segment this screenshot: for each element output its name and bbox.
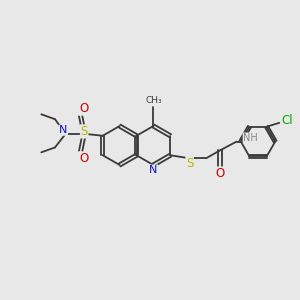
Text: N: N [59,125,68,135]
Text: Cl: Cl [282,114,293,127]
Text: O: O [79,102,88,115]
Text: S: S [80,125,88,138]
Text: NH: NH [243,133,258,143]
Text: S: S [186,157,194,170]
Text: CH₃: CH₃ [145,96,162,105]
Text: O: O [215,167,225,180]
Text: O: O [79,152,88,165]
Text: N: N [149,165,158,175]
